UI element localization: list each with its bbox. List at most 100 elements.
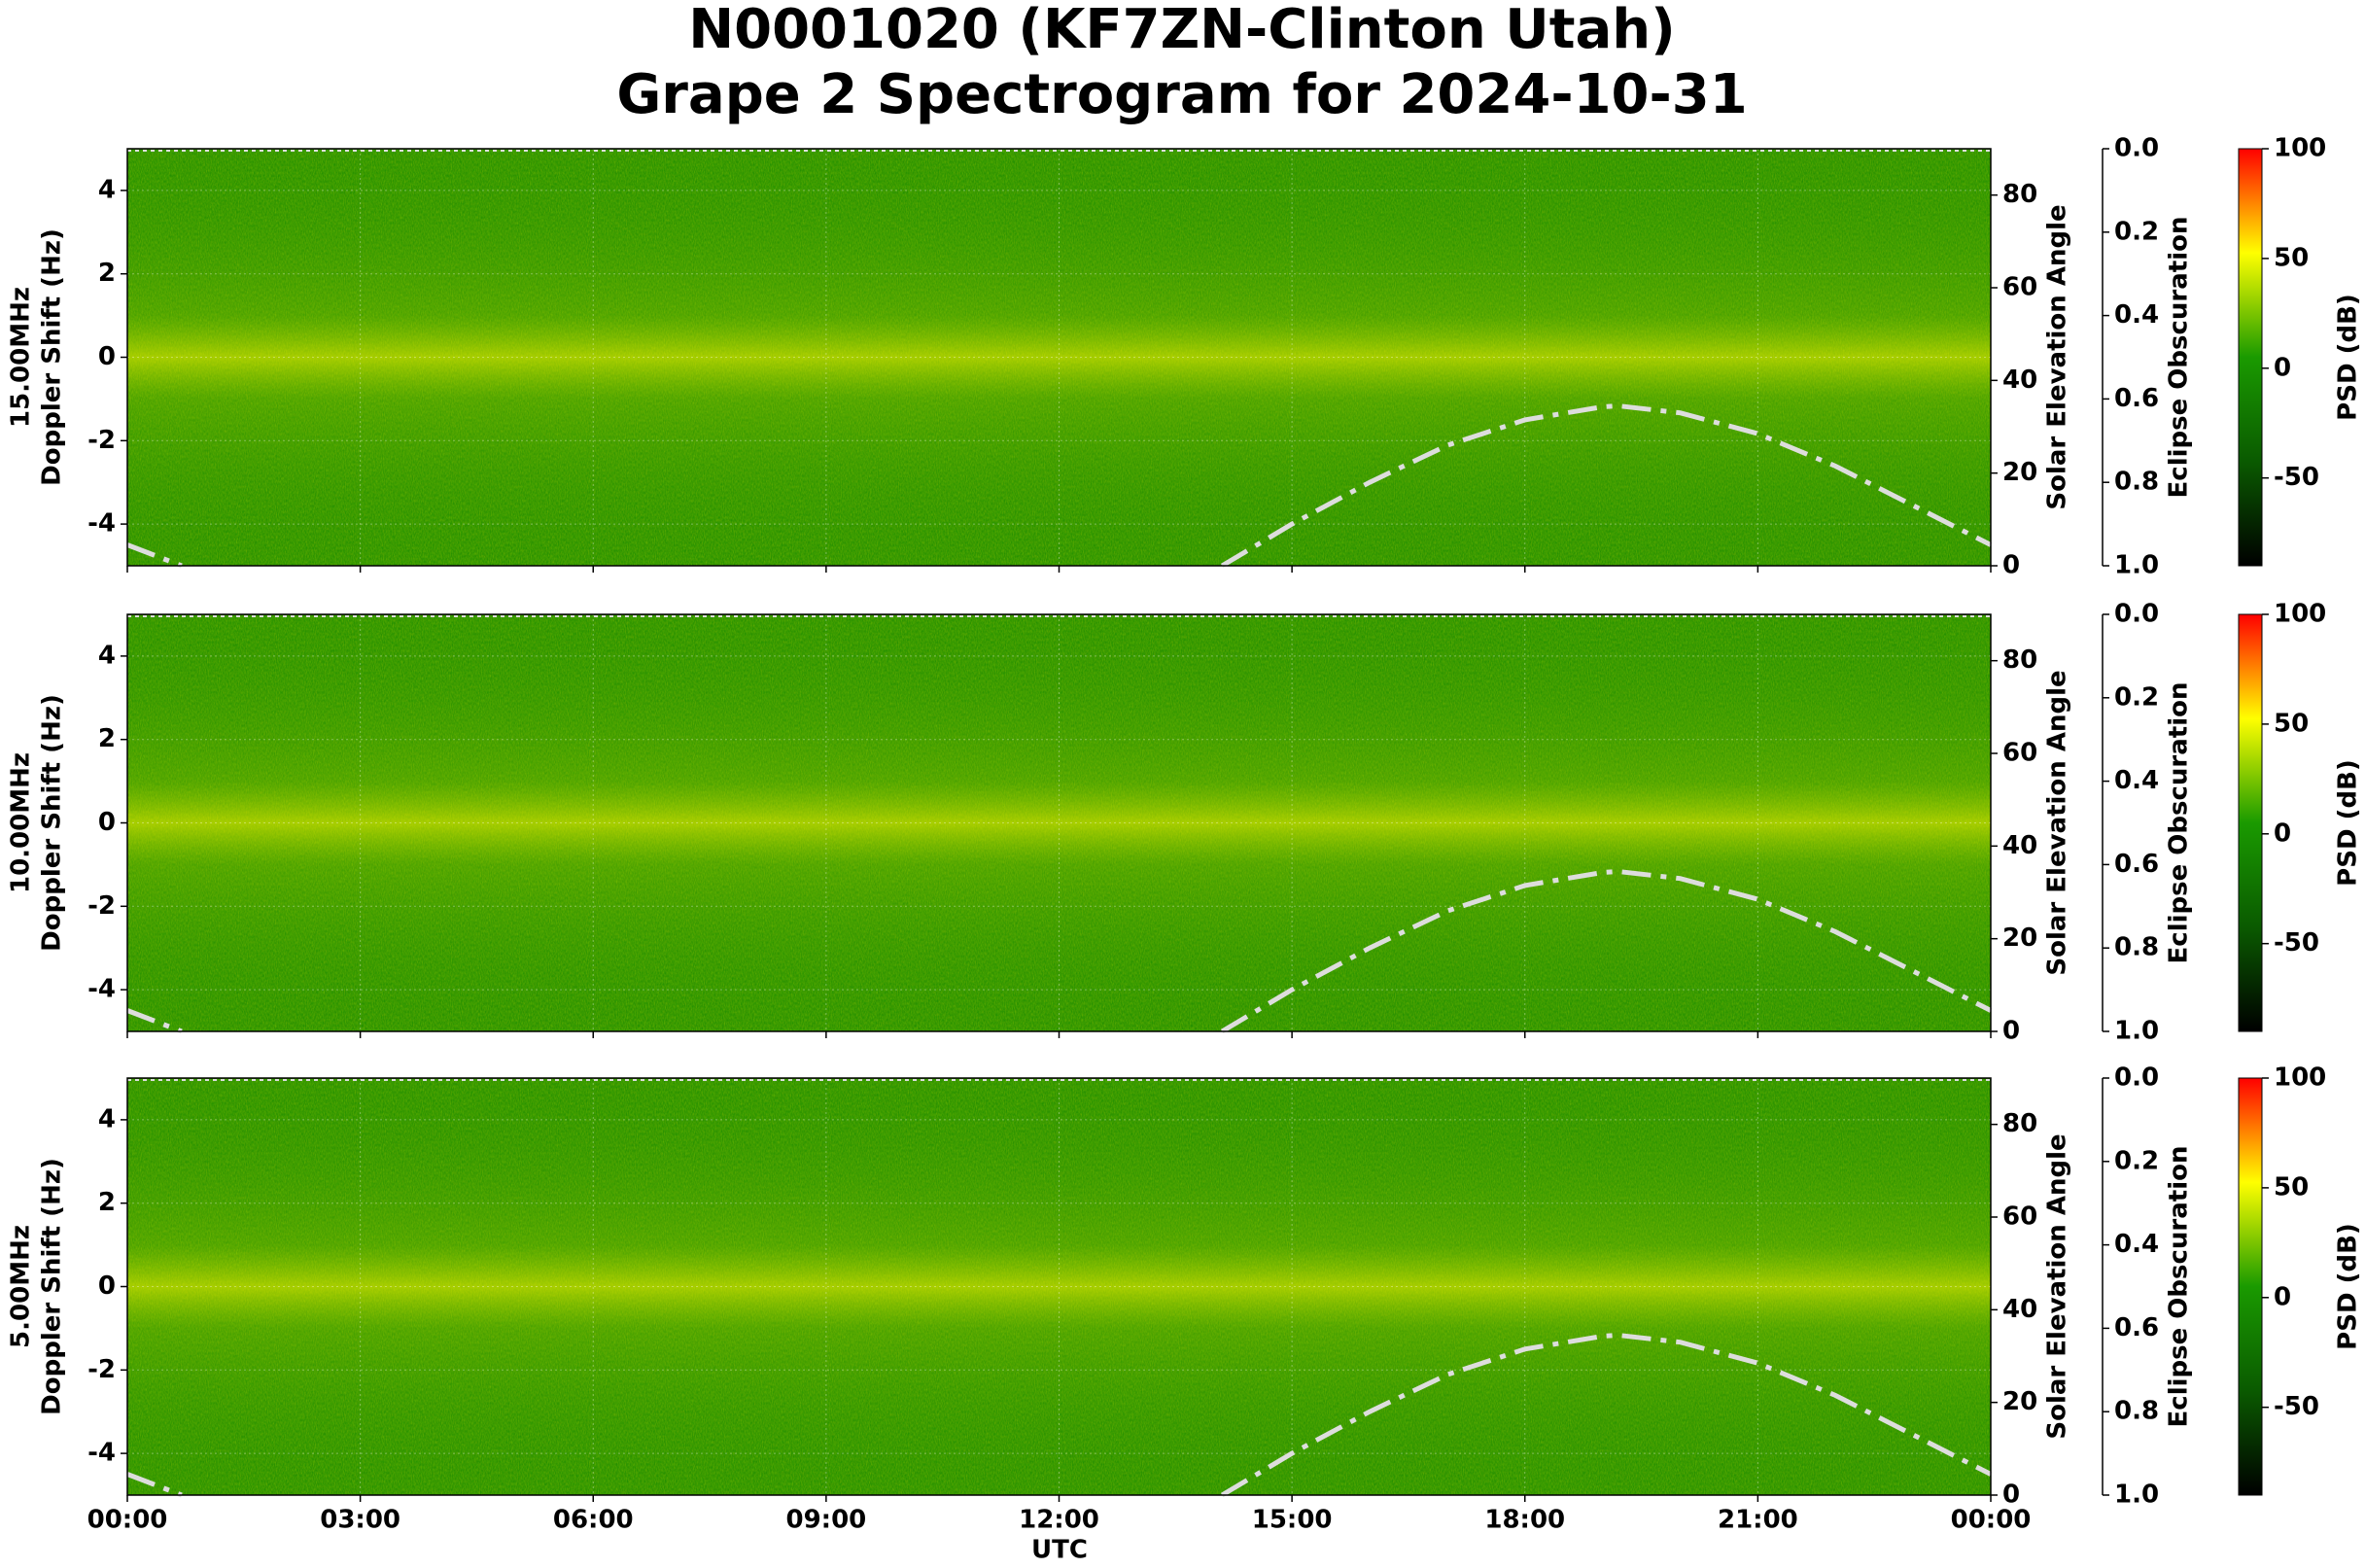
x-axis-label: UTC [1031, 1536, 1088, 1565]
y2-axis-label: Solar Elevation Angle [2043, 1133, 2072, 1439]
y-tick-label: 2 [98, 724, 116, 753]
y-tick-label: 0 [98, 1272, 116, 1301]
colorbar-tick-label: 100 [2274, 1063, 2326, 1093]
y2-tick-label: 80 [2002, 645, 2037, 675]
colorbar-tick-label: 0 [2274, 353, 2291, 382]
y3-axis-label: Eclipse Obscuration [2165, 1146, 2194, 1428]
y3-tick-label: 0.8 [2114, 1397, 2159, 1426]
x-tick-label: 03:00 [320, 1506, 400, 1535]
colorbar-tick-label: 100 [2274, 134, 2326, 163]
colorbar-tick-label: 0 [2274, 819, 2291, 848]
colorbar-tick-label: -50 [2274, 463, 2319, 492]
y-tick-label: -2 [87, 891, 116, 921]
solar-elevation-line [126, 402, 1993, 569]
x-tick-label: 09:00 [785, 1506, 866, 1535]
y2-axis-label: Solar Elevation Angle [2043, 204, 2072, 509]
y2-tick-label: 40 [2002, 1295, 2037, 1324]
y-tick-label: 0 [98, 342, 116, 371]
y2-tick-label: 0 [2002, 1481, 2020, 1510]
x-tick-label: 12:00 [1019, 1506, 1099, 1535]
colorbar-tick-label: 50 [2274, 1172, 2309, 1202]
spectrogram-carrier-band [127, 614, 1991, 1031]
panel-frequency-label: 10.00MHz [7, 752, 36, 893]
x-tick-label: 00:00 [87, 1506, 168, 1535]
colorbar-tick-label: -50 [2274, 1392, 2319, 1421]
colorbar-tick-label: 100 [2274, 600, 2326, 629]
colorbar-tick-label: -50 [2274, 928, 2319, 958]
y3-tick-label: 0.4 [2114, 766, 2159, 795]
y2-tick-label: 20 [2002, 458, 2037, 487]
y2-tick-label: 20 [2002, 1387, 2037, 1416]
y-tick-label: -2 [87, 426, 116, 455]
y-axis-label: Doppler Shift (Hz) [38, 228, 67, 486]
solar-elevation-line [126, 868, 1993, 1034]
plot-frame [126, 148, 1992, 567]
y2-tick-label: 0 [2002, 551, 2020, 580]
y2-tick-label: 60 [2002, 273, 2037, 302]
x-tick-label: 06:00 [553, 1506, 634, 1535]
y-tick-label: -4 [87, 975, 116, 1004]
y3-tick-label: 0.2 [2114, 217, 2159, 246]
y-tick-label: 2 [98, 1188, 116, 1217]
x-tick-label: 18:00 [1484, 1506, 1565, 1535]
chart-title: N0001020 (KF7ZN-Clinton Utah) [688, 0, 1676, 61]
colorbar-tick-label: 50 [2274, 243, 2309, 272]
y3-tick-label: 0.0 [2114, 1063, 2159, 1093]
y3-tick-label: 0.8 [2114, 468, 2159, 497]
colorbar [2238, 148, 2263, 567]
y2-tick-label: 40 [2002, 366, 2037, 395]
y-tick-label: 4 [98, 175, 116, 204]
y2-tick-label: 40 [2002, 831, 2037, 860]
y2-tick-label: 60 [2002, 1202, 2037, 1232]
plot-frame [126, 613, 1992, 1032]
plot-frame [126, 1077, 1992, 1496]
colorbar-label: PSD (dB) [2334, 1223, 2363, 1350]
y2-tick-label: 80 [2002, 180, 2037, 209]
y3-tick-label: 0.6 [2114, 384, 2159, 413]
chart-title: Grape 2 Spectrogram for 2024-10-31 [616, 63, 1747, 126]
panel-frequency-label: 15.00MHz [7, 287, 36, 428]
y-tick-label: 4 [98, 1104, 116, 1133]
x-tick-label: 15:00 [1252, 1506, 1333, 1535]
x-tick-label: 00:00 [1951, 1506, 2032, 1535]
y3-tick-label: 0.2 [2114, 1146, 2159, 1175]
y-tick-label: -4 [87, 1439, 116, 1468]
y-tick-label: -2 [87, 1355, 116, 1384]
y-tick-label: 0 [98, 808, 116, 837]
y3-tick-label: 0.0 [2114, 134, 2159, 163]
spectrogram-carrier-band [127, 149, 1991, 566]
y3-tick-label: 1.0 [2114, 1017, 2159, 1046]
y3-tick-label: 0.2 [2114, 682, 2159, 712]
y-axis-label: Doppler Shift (Hz) [38, 694, 67, 952]
y-tick-label: 4 [98, 641, 116, 670]
y2-axis-label: Solar Elevation Angle [2043, 670, 2072, 975]
y3-tick-label: 1.0 [2114, 1481, 2159, 1510]
colorbar-tick-label: 50 [2274, 709, 2309, 738]
colorbar-tick-label: 0 [2274, 1282, 2291, 1311]
y3-axis-label: Eclipse Obscuration [2165, 217, 2194, 499]
y3-tick-label: 0.6 [2114, 850, 2159, 879]
y3-tick-label: 0.4 [2114, 300, 2159, 330]
y3-tick-label: 1.0 [2114, 551, 2159, 580]
y2-tick-label: 20 [2002, 923, 2037, 953]
y3-tick-label: 0.4 [2114, 1230, 2159, 1259]
y3-axis-label: Eclipse Obscuration [2165, 682, 2194, 964]
y3-tick-label: 0.8 [2114, 933, 2159, 962]
panel-frequency-label: 5.00MHz [7, 1225, 36, 1348]
y-tick-label: -4 [87, 509, 116, 539]
y2-tick-label: 80 [2002, 1109, 2037, 1138]
y-tick-label: 2 [98, 259, 116, 288]
colorbar [2238, 613, 2263, 1032]
y2-tick-label: 0 [2002, 1017, 2020, 1046]
y3-tick-label: 0.0 [2114, 600, 2159, 629]
y2-tick-label: 60 [2002, 739, 2037, 768]
x-tick-label: 21:00 [1718, 1506, 1798, 1535]
y-axis-label: Doppler Shift (Hz) [38, 1158, 67, 1415]
colorbar-label: PSD (dB) [2334, 759, 2363, 887]
y3-tick-label: 0.6 [2114, 1313, 2159, 1342]
colorbar-label: PSD (dB) [2334, 294, 2363, 421]
spectrogram-carrier-band [127, 1078, 1991, 1495]
colorbar [2238, 1077, 2263, 1496]
